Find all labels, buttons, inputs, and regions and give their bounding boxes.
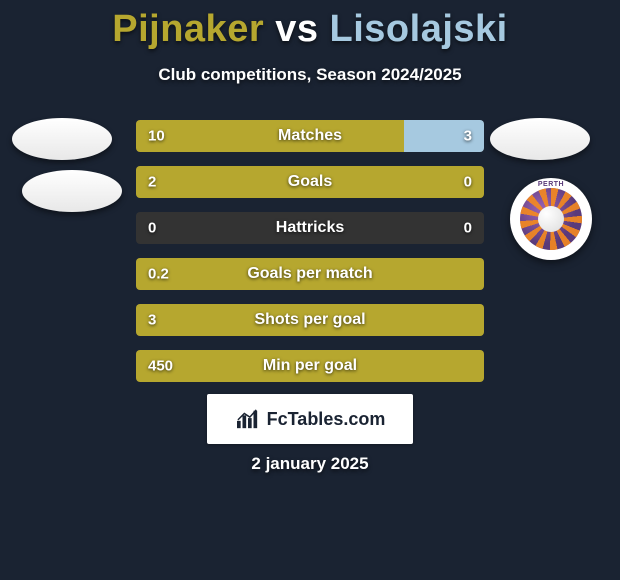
stat-value-left: 0.2: [148, 266, 169, 283]
stat-value-right: 3: [464, 128, 472, 145]
fctables-label: FcTables.com: [267, 409, 386, 430]
player-badge-right-1: [490, 118, 590, 160]
stat-row: 0.2 Goals per match: [136, 258, 484, 290]
fctables-watermark: FcTables.com: [207, 394, 413, 444]
stat-value-left: 3: [148, 312, 156, 329]
stat-row: 3 Shots per goal: [136, 304, 484, 336]
fctables-bars-icon: [235, 408, 261, 430]
crest-ball-icon: [538, 206, 564, 232]
stat-value-left: 450: [148, 358, 173, 375]
date-label: 2 january 2025: [0, 454, 620, 474]
stat-label: Matches: [278, 127, 342, 145]
stat-label: Goals per match: [247, 265, 372, 283]
crest-label-top: PERTH: [510, 181, 592, 188]
title-left: Pijnaker: [112, 8, 264, 50]
stat-label: Shots per goal: [254, 311, 365, 329]
stat-value-right: 0: [464, 220, 472, 237]
stat-value-left: 0: [148, 220, 156, 237]
player-badge-left-2: [22, 170, 122, 212]
stat-row: 450 Min per goal: [136, 350, 484, 382]
subtitle: Club competitions, Season 2024/2025: [0, 65, 620, 85]
stat-fill-left: [136, 120, 404, 152]
stat-label: Goals: [288, 173, 332, 191]
page-title: Pijnaker vs Lisolajski: [0, 0, 620, 51]
stat-value-left: 10: [148, 128, 165, 145]
stat-label: Min per goal: [263, 357, 357, 375]
stat-value-left: 2: [148, 174, 156, 191]
club-crest-perth-glory: PERTH: [510, 178, 592, 260]
stat-row: 0 0 Hattricks: [136, 212, 484, 244]
stat-rows: 10 3 Matches 2 0 Goals 0 0 Hattricks 0.2 Goals per…: [136, 120, 484, 396]
stat-row: 2 0 Goals: [136, 166, 484, 198]
player-badge-left-1: [12, 118, 112, 160]
stat-label: Hattricks: [276, 219, 344, 237]
title-mid: vs: [275, 8, 318, 50]
stat-row: 10 3 Matches: [136, 120, 484, 152]
stat-value-right: 0: [464, 174, 472, 191]
title-right: Lisolajski: [330, 8, 508, 50]
